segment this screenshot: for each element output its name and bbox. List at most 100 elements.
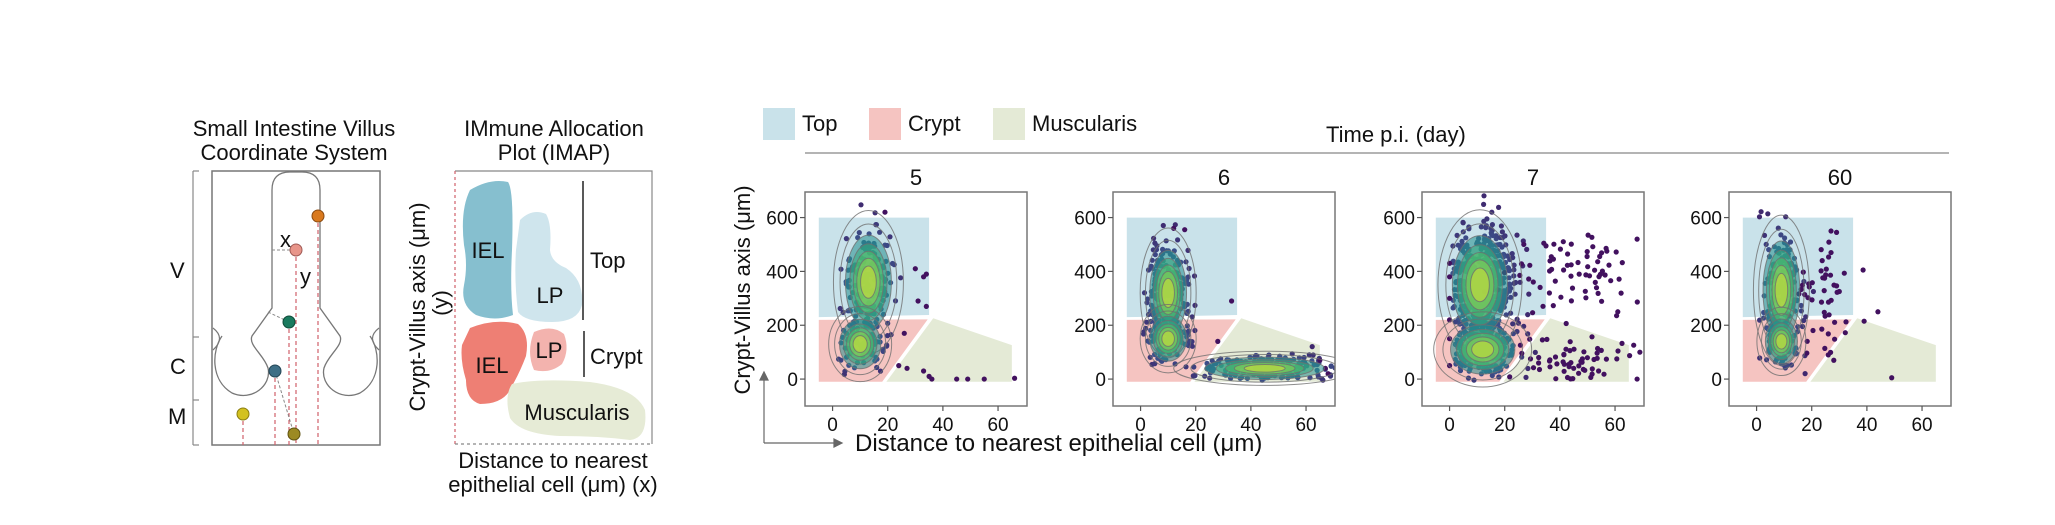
data-point (1498, 223, 1504, 229)
data-point (1568, 273, 1574, 279)
imap-diagram: IMmune Allocation Plot (IMAP) Crypt-Vill… (405, 116, 658, 497)
data-point (1499, 244, 1505, 250)
data-point (1583, 295, 1589, 301)
region-crypt-iel (461, 321, 527, 404)
data-point (1809, 297, 1815, 303)
data-point (1141, 290, 1148, 296)
data-point (1599, 268, 1605, 274)
data-point (877, 368, 884, 374)
x-tick-label: 40 (1240, 415, 1261, 436)
zone-label-muscularis: M (168, 404, 186, 429)
x-tick-label: 40 (1549, 415, 1570, 436)
data-point (1836, 288, 1842, 295)
data-point (1758, 209, 1764, 215)
crypt-iel-label: IEL (475, 353, 508, 378)
data-point (1608, 278, 1614, 284)
data-point (1823, 266, 1829, 272)
x-tick-label: 60 (1604, 415, 1625, 436)
region-muscularis (507, 380, 646, 440)
outlier-point (1446, 295, 1453, 301)
legend-label-muscularis: Muscularis (1032, 111, 1137, 136)
data-point (1584, 249, 1590, 255)
data-point (1463, 235, 1469, 241)
density-contours (1752, 214, 1810, 377)
data-point (1782, 235, 1788, 241)
panel-title: 60 (1828, 165, 1852, 190)
data-point (1524, 246, 1530, 252)
region-crypt-lp (530, 328, 567, 372)
data-point (1192, 372, 1198, 379)
data-point (1452, 319, 1459, 325)
data-point (1589, 366, 1595, 372)
region-muscularis (1810, 318, 1936, 382)
x-tick-label: 20 (877, 415, 898, 436)
panel-frame (1728, 191, 1952, 407)
data-point (1576, 370, 1582, 376)
data-point (1506, 282, 1513, 288)
data-point (1594, 350, 1600, 356)
data-point (1192, 302, 1198, 308)
data-point (1575, 259, 1581, 266)
zone-label-crypt: C (170, 354, 186, 379)
data-point (1586, 273, 1593, 279)
outlier-point (882, 209, 888, 215)
x-tick-label: 0 (827, 415, 838, 436)
outlier-point (1828, 249, 1834, 256)
plot-area (1433, 193, 1643, 388)
outlier-point (1634, 376, 1640, 382)
x-tick-label: 20 (1185, 415, 1206, 436)
data-point (1347, 366, 1352, 371)
data-point (1561, 368, 1567, 374)
contour-line (852, 335, 868, 354)
neighbor-crypt-left (212, 327, 221, 351)
data-point (1588, 374, 1594, 380)
cell-dot-green (282, 315, 296, 329)
distance-lines (242, 216, 319, 445)
outlier-point (1825, 352, 1831, 358)
data-point (1564, 374, 1571, 381)
data-point (1832, 319, 1838, 325)
y-tick-label: 0 (787, 370, 798, 391)
plot-area (1742, 209, 1936, 382)
data-point (1584, 253, 1590, 260)
data-point (1634, 299, 1640, 305)
top-lp-label: LP (537, 283, 564, 308)
data-point (1765, 211, 1771, 217)
outlier-point (915, 298, 921, 304)
outlier-point (954, 376, 960, 382)
data-point (1561, 361, 1567, 367)
y-tick-label: 0 (1711, 370, 1722, 391)
data-point (1828, 297, 1834, 303)
data-point (1579, 356, 1585, 362)
imap-x-label-line2: epithelial cell (μm) (x) (448, 472, 658, 497)
data-point (1563, 320, 1569, 327)
contour-line (1775, 333, 1788, 350)
data-point (1175, 237, 1181, 243)
data-point (1530, 310, 1536, 316)
data-point (1614, 313, 1620, 319)
data-point (1496, 204, 1502, 210)
top-zone-label: Top (590, 248, 625, 273)
data-point (1160, 246, 1166, 252)
contour-line (1144, 310, 1192, 367)
data-point (1547, 364, 1553, 370)
top-iel-label: IEL (471, 238, 504, 263)
data-point (1589, 334, 1595, 340)
data-point (1160, 222, 1166, 229)
outlier-point (1861, 318, 1867, 324)
data-point (1481, 201, 1487, 207)
data-point (1810, 288, 1816, 295)
outlier-point (1011, 375, 1018, 381)
data-point (1576, 271, 1582, 277)
imap-title-line1: IMmune Allocation (464, 116, 644, 141)
contour-line (1139, 304, 1197, 374)
data-point (1523, 374, 1529, 380)
region-top-lp (515, 212, 583, 322)
legend-label-top: Top (802, 111, 837, 136)
data-point (1822, 345, 1828, 351)
data-point (1860, 267, 1866, 273)
data-point (1826, 254, 1832, 260)
data-point (1481, 218, 1487, 224)
